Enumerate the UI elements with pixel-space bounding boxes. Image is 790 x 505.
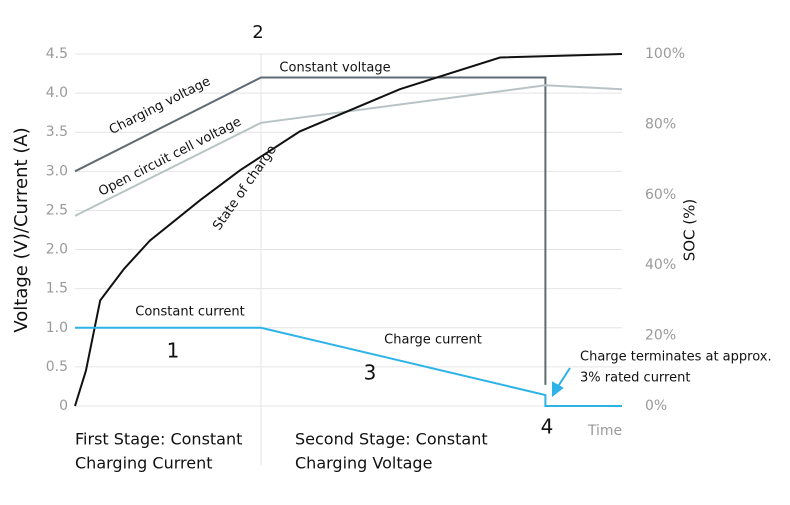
- annotation: 3: [364, 361, 377, 385]
- y-tick-label: 2.0: [46, 242, 68, 258]
- series-line: [74, 76, 547, 385]
- series-label: Charge current: [384, 333, 482, 348]
- annotation: 4: [541, 415, 554, 439]
- y2-tick-label: 20%: [645, 328, 676, 344]
- series-label: State of charge: [210, 143, 280, 233]
- y-tick-label: 0: [59, 398, 68, 414]
- annotation: 1: [167, 339, 180, 363]
- y2-tick-label: 60%: [645, 187, 676, 203]
- y-tick-label: 3.0: [46, 163, 68, 179]
- y2-tick-label: 40%: [645, 257, 676, 273]
- y-axis-label: Voltage (V)/Current (A): [11, 127, 32, 332]
- annotation: Second Stage: Constant: [295, 430, 488, 449]
- annotation: Charging Current: [75, 454, 213, 473]
- y-tick-label: 0.5: [46, 359, 68, 375]
- series-line: [74, 84, 623, 217]
- annotation: Constant voltage: [279, 61, 390, 76]
- series-line: [74, 53, 623, 407]
- y2-tick-label: 100%: [645, 46, 685, 62]
- x-axis-label: Time: [587, 423, 622, 439]
- annotation: 2: [252, 22, 263, 43]
- annotation: Constant current: [135, 305, 244, 320]
- y2-tick-label: 0%: [645, 398, 667, 414]
- annotation: First Stage: Constant: [75, 430, 242, 449]
- y2-tick-label: 80%: [645, 116, 676, 132]
- series-line: [75, 326, 622, 407]
- y-tick-label: 4.5: [46, 46, 68, 62]
- arrow-head: [552, 381, 564, 398]
- y-tick-label: 2.5: [46, 202, 68, 218]
- annotation: Charging Voltage: [295, 454, 432, 473]
- y-tick-label: 1.5: [46, 281, 68, 297]
- arrow: [552, 367, 571, 398]
- arrow-shaft: [556, 367, 571, 389]
- y-tick-label: 1.0: [46, 320, 68, 336]
- y2-axis-label: SOC (%): [681, 199, 699, 262]
- y-tick-label: 4.0: [46, 85, 68, 101]
- annotation: 3% rated current: [580, 371, 690, 386]
- y-tick-label: 3.5: [46, 124, 68, 140]
- annotation: Charge terminates at approx.: [580, 350, 772, 365]
